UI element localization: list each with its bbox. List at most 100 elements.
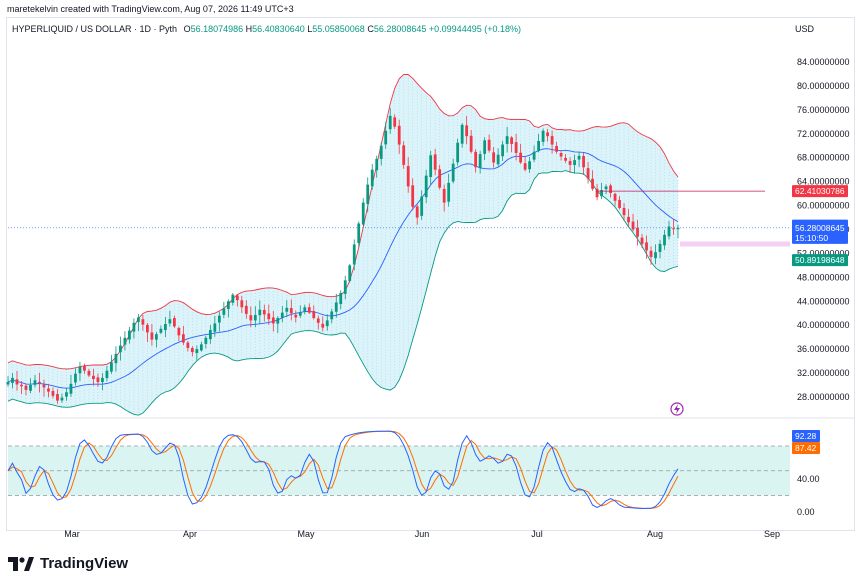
candle-body xyxy=(663,234,666,246)
candle-body xyxy=(627,216,630,223)
candle-body xyxy=(163,324,167,331)
candle-body xyxy=(352,244,356,265)
candle-body xyxy=(469,135,473,152)
candle-body xyxy=(460,124,464,144)
candle-body xyxy=(235,295,239,301)
time-axis-label: Apr xyxy=(183,529,197,539)
candle-body xyxy=(177,327,181,336)
candle-body xyxy=(577,155,581,160)
candle-body xyxy=(195,349,199,354)
tradingview-logo-icon xyxy=(8,556,34,571)
price-tag-box xyxy=(792,221,848,234)
osc-tag-box xyxy=(792,430,820,442)
candle-body xyxy=(204,337,208,344)
change-value: +0.09944495 (+0.18%) xyxy=(428,24,521,34)
candle-body xyxy=(114,353,118,364)
candle-body xyxy=(465,125,469,137)
candle-body xyxy=(33,380,37,385)
candle-body xyxy=(330,311,334,320)
open-value: 56.18074986 xyxy=(190,24,244,34)
candle-body xyxy=(456,142,460,163)
candle-body xyxy=(119,345,122,353)
price-tick-label: 68.00000000 xyxy=(797,153,850,163)
candle-body xyxy=(6,382,10,385)
candle-body xyxy=(42,384,46,388)
candle-body xyxy=(190,347,194,353)
candle-body xyxy=(559,153,563,157)
price-tag-label: 15:10:50 xyxy=(795,233,828,243)
osc-tag-label: 92.28 xyxy=(795,431,817,441)
price-tag-label: 56.28008645 xyxy=(795,223,845,233)
stoch-band-fill xyxy=(8,446,790,496)
candle-body xyxy=(24,385,28,390)
osc-tick-label: 0.00 xyxy=(797,507,815,517)
open-label: O xyxy=(183,24,191,34)
price-tag-box xyxy=(792,231,848,244)
osc-tag-label: 87.42 xyxy=(795,443,817,453)
price-tag-box xyxy=(792,254,848,267)
candle-body xyxy=(649,250,653,258)
time-axis-label: Aug xyxy=(647,529,663,539)
candle-body xyxy=(402,145,406,165)
candle-body xyxy=(501,144,505,157)
candle-body xyxy=(213,323,217,332)
osc-tick-label: 40.00 xyxy=(797,474,820,484)
high-value: 56.40830640 xyxy=(252,24,305,34)
candle-body xyxy=(451,163,455,182)
candle-body xyxy=(289,308,293,314)
candle-body xyxy=(312,311,316,319)
watermark-header: maretekelvin created with TradingView.co… xyxy=(7,4,294,14)
candle-body xyxy=(231,294,235,303)
price-tag-label: 50.89198648 xyxy=(795,255,845,265)
symbol-title[interactable]: HYPERLIQUID / US DOLLAR · 1D · Pyth xyxy=(12,24,178,34)
candle-body xyxy=(424,175,428,198)
high-label: H xyxy=(245,24,253,34)
candle-body xyxy=(343,280,347,294)
candle-body xyxy=(348,265,352,281)
candle-body xyxy=(433,154,437,170)
candle-body xyxy=(92,375,95,380)
candle-body xyxy=(654,252,657,259)
candle-body xyxy=(222,308,226,315)
candle-body xyxy=(87,370,91,376)
candle-body xyxy=(546,132,549,137)
session-marker-bar xyxy=(680,241,790,247)
candle-body xyxy=(150,332,154,340)
candle-body xyxy=(217,315,221,323)
candle-body xyxy=(168,319,172,324)
candle-body xyxy=(172,318,176,327)
candle-body xyxy=(339,292,343,304)
currency-label[interactable]: USD xyxy=(795,24,815,34)
candle-body xyxy=(15,379,19,385)
close-value: 56.28008645 xyxy=(373,24,427,34)
candle-body xyxy=(78,366,82,374)
candle-body xyxy=(307,307,311,313)
candle-body xyxy=(65,392,68,397)
candle-body xyxy=(321,323,325,328)
candle-body xyxy=(96,377,100,383)
candle-body xyxy=(555,146,558,152)
lightning-icon xyxy=(674,404,680,414)
candle-body xyxy=(406,166,410,187)
candle-body xyxy=(442,188,446,203)
candle-body xyxy=(564,157,567,161)
candle-body xyxy=(240,300,244,308)
tradingview-brand: TradingView xyxy=(8,555,128,572)
candle-body xyxy=(478,154,482,168)
candle-body xyxy=(280,312,284,318)
candle-body xyxy=(604,186,608,190)
candle-body xyxy=(487,139,491,151)
candle-body xyxy=(285,307,289,312)
candle-body xyxy=(622,207,626,216)
symbol-legend: HYPERLIQUID / US DOLLAR · 1D · Pyth O56.… xyxy=(12,24,521,34)
candle-body xyxy=(676,227,680,230)
candle-body xyxy=(582,156,585,168)
candle-body xyxy=(244,305,248,314)
candle-body xyxy=(51,390,55,396)
candle-body xyxy=(523,163,527,170)
candle-body xyxy=(146,324,149,333)
candle-body xyxy=(532,151,536,160)
price-tick-label: 32.00000000 xyxy=(797,368,850,378)
candle-body xyxy=(276,318,280,324)
